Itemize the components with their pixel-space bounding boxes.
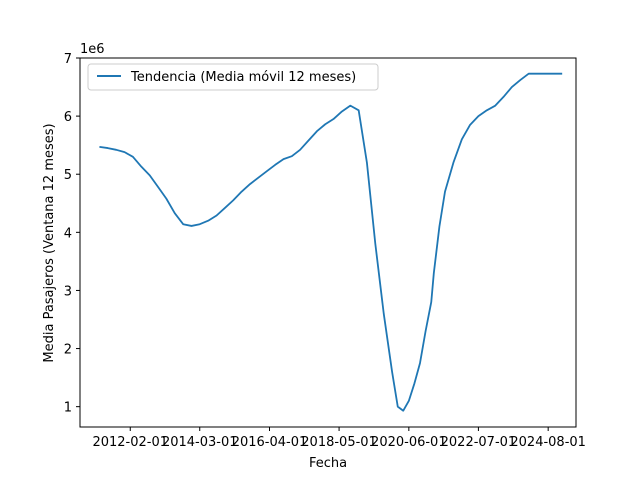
x-tick-label: 2012-02-01 — [92, 435, 168, 450]
x-axis-label: Fecha — [309, 456, 347, 471]
y-tick-label: 1 — [64, 401, 72, 416]
y-tick-label: 5 — [64, 168, 72, 183]
x-tick-label: 2018-05-01 — [301, 435, 377, 450]
x-tick-label: 2016-04-01 — [232, 435, 308, 450]
legend-label: Tendencia (Media móvil 12 meses) — [130, 70, 356, 85]
y-axis-label: Media Pasajeros (Ventana 12 meses) — [42, 123, 57, 362]
legend-box — [87, 63, 379, 91]
series-line-0 — [99, 72, 563, 412]
y-tick-label: 4 — [64, 226, 72, 241]
y-tick-label: 6 — [64, 110, 72, 125]
x-tick-label: 2024-08-01 — [510, 435, 586, 450]
x-tick-label: 2014-03-01 — [162, 435, 238, 450]
y-axis-offset-label: 1e6 — [80, 42, 105, 57]
y-tick-label: 7 — [64, 52, 72, 67]
legend: Tendencia (Media móvil 12 meses) — [87, 63, 379, 91]
y-tick-label: 3 — [64, 284, 72, 299]
x-tick-label: 2022-07-01 — [441, 435, 517, 450]
plot-area — [99, 72, 563, 412]
y-tick-label: 2 — [64, 343, 72, 358]
x-axis: 2012-02-012014-03-012016-04-012018-05-01… — [92, 427, 586, 450]
x-tick-label: 2020-06-01 — [371, 435, 447, 450]
plot-frame — [79, 57, 577, 428]
y-axis: 1 2 3 4 5 6 7 — [64, 52, 80, 416]
